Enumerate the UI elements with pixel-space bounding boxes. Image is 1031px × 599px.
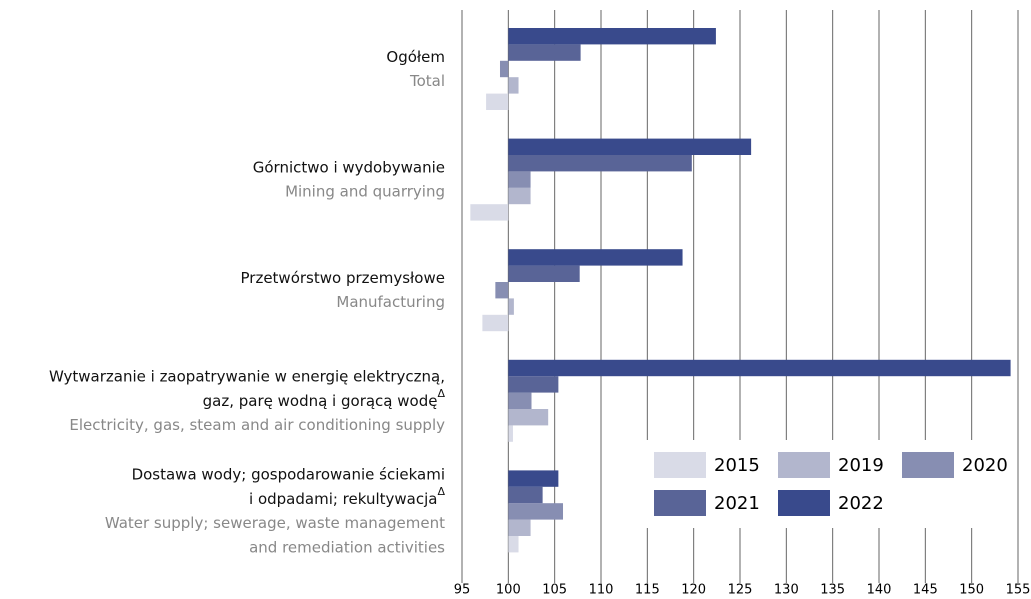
bar [508,392,532,409]
category-label-en: and remediation activities [249,539,445,557]
category-label-line: i odpadami; rekultywacja [249,490,437,508]
bar [470,204,509,221]
bar [508,359,1011,377]
bar [508,298,514,315]
category-label-en: Electricity, gas, steam and air conditio… [69,416,445,434]
legend-label: 2015 [714,455,760,476]
x-tick-label: 140 [867,583,892,596]
bar [508,470,559,487]
x-tick-label: 110 [589,583,614,596]
x-tick-label: 125 [728,583,753,596]
legend-label: 2020 [962,455,1008,476]
bar [508,425,513,442]
bar [508,187,531,205]
category-label-en: Mining and quarrying [285,182,445,200]
category-label-line: Górnictwo i wydobywanie [253,158,445,176]
bar [508,409,549,426]
legend-swatch [778,452,830,478]
bar [508,376,559,393]
legend-swatch [654,490,706,516]
bar [508,28,716,45]
bar [486,93,509,110]
bar [508,77,519,94]
x-tick-label: 155 [1006,583,1031,596]
category-label-line: Dostawa wody; gospodarowanie ściekami [132,465,445,483]
category-label: Wytwarzanie i zaopatrywanie w energię el… [49,367,445,385]
bar [508,265,580,282]
bar [499,60,509,78]
category-label: Ogółem [386,47,445,65]
category-label: Przetwórstwo przemysłowe [241,268,446,286]
bar [508,486,543,504]
x-tick-label: 150 [959,583,984,596]
category-label: Górnictwo i wydobywanie [253,158,445,176]
x-tick-label: 105 [542,583,567,596]
bar [508,519,531,536]
bar [508,503,564,520]
legend-swatch [778,490,830,516]
bar [508,249,683,266]
x-tick-label: 100 [496,583,521,596]
legend-swatch [902,452,954,478]
legend-label: 2019 [838,455,884,476]
legend-label: 2021 [714,493,760,514]
category-label-line: Ogółem [386,47,445,65]
footnote-mark: Δ [437,485,445,498]
category-label-en: Manufacturing [336,293,445,311]
footnote-mark: Δ [437,387,445,400]
category-label-en: Water supply; sewerage, waste management [105,514,445,532]
x-tick-label: 135 [820,583,845,596]
legend-swatch [654,452,706,478]
bar [508,536,519,553]
bar [508,44,581,61]
bar [508,155,692,172]
category-label-line: Przetwórstwo przemysłowe [241,268,446,286]
x-tick-label: 120 [681,583,706,596]
category-label: Dostawa wody; gospodarowanie ściekami [132,465,445,483]
category-label: gaz, parę wodną i gorącą wodęΔ [203,387,446,410]
category-label-line: gaz, parę wodną i gorącą wodę [203,391,438,409]
bar [508,171,531,188]
bar [508,138,752,155]
bar [482,314,509,332]
category-label-en: Total [409,72,445,90]
x-tick-label: 130 [774,583,799,596]
category-label: i odpadami; rekultywacjaΔ [249,485,445,508]
bar [495,282,509,299]
x-tick-label: 145 [913,583,938,596]
legend-label: 2022 [838,493,884,514]
category-label-line: Wytwarzanie i zaopatrywanie w energię el… [49,367,445,385]
x-tick-label: 95 [454,583,471,596]
x-tick-label: 115 [635,583,660,596]
